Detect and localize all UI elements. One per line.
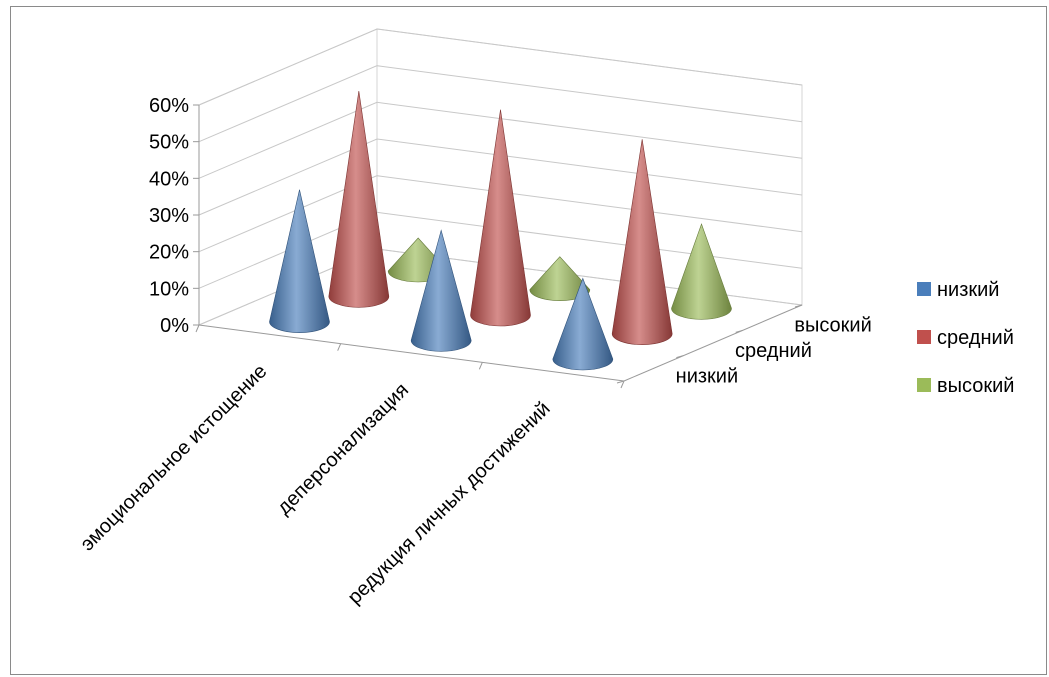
- y-tick-label: 40%: [149, 168, 189, 190]
- y-axis-ticks: 0% 10% 20% 30% 40% 50% 60%: [149, 95, 189, 337]
- y-tick-label: 20%: [149, 242, 189, 264]
- cone-body: [470, 109, 531, 327]
- depth-tick-label: высокий: [794, 315, 871, 337]
- gridline: [198, 65, 803, 143]
- x-tick-label: деперсонализация: [273, 379, 413, 519]
- x-tick-mark: [620, 380, 625, 389]
- cone: [671, 223, 732, 320]
- cone: [552, 277, 614, 371]
- depth-tick-label: средний: [735, 340, 812, 362]
- gridline: [198, 28, 803, 106]
- x-axis-labels: эмоциональное истощение деперсонализацияр…: [76, 360, 554, 608]
- cone-body: [269, 189, 330, 333]
- cone-body: [328, 90, 390, 308]
- x-tick-mark: [195, 324, 200, 333]
- legend-swatch: [917, 378, 931, 392]
- cone: [470, 109, 531, 327]
- cone-body: [410, 229, 472, 352]
- cone-body: [552, 277, 614, 371]
- y-tick-label: 0%: [160, 315, 189, 337]
- gridline: [198, 101, 803, 179]
- x-tick-label: эмоциональное истощение: [76, 360, 271, 555]
- legend-swatch: [917, 282, 931, 296]
- depth-tick-mark: [794, 304, 803, 308]
- x-axis-line: [198, 324, 625, 382]
- x-tick-mark: [478, 362, 483, 370]
- depth-axis-line: [623, 304, 803, 382]
- legend: низкий средний высокий: [917, 279, 1014, 397]
- cone-chart: 0% 10% 20% 30% 40% 50% 60% эмоциональное истощ…: [76, 28, 1014, 609]
- legend-label: высокий: [937, 375, 1014, 397]
- depth-tick-mark: [676, 355, 684, 359]
- cone-body: [611, 139, 673, 345]
- y-tick-label: 50%: [149, 132, 189, 154]
- gridlines: [198, 28, 803, 326]
- y-tick-label: 10%: [149, 278, 189, 300]
- cone: [269, 189, 330, 333]
- gridline: [198, 211, 803, 289]
- chart-area: 0% 10% 20% 30% 40% 50% 60% эмоциональное истощ…: [10, 6, 1047, 675]
- x-tick-mark: [337, 343, 342, 351]
- legend-swatch: [917, 330, 931, 344]
- depth-axis-labels: низкий средний высокий: [676, 315, 872, 388]
- y-tick-label: 30%: [149, 205, 189, 227]
- legend-label: средний: [937, 327, 1014, 349]
- cone-body: [671, 223, 732, 320]
- cone: [611, 139, 673, 345]
- cones: [269, 90, 732, 371]
- y-tick-label: 60%: [149, 95, 189, 117]
- legend-label: низкий: [937, 279, 999, 301]
- axes: [193, 104, 803, 389]
- cone: [529, 256, 591, 301]
- gridline: [198, 175, 803, 253]
- depth-tick-mark: [616, 380, 625, 384]
- depth-tick-label: низкий: [676, 365, 738, 387]
- cone: [410, 229, 472, 352]
- cone: [328, 90, 390, 308]
- gridline: [198, 138, 803, 216]
- cone-body: [529, 256, 591, 301]
- depth-tick-mark: [735, 329, 743, 333]
